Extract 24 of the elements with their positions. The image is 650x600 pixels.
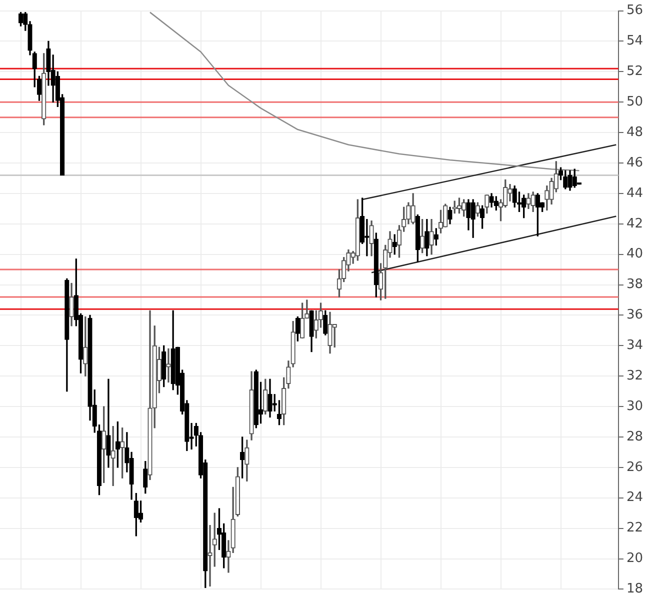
y-tick-label: 54 — [626, 34, 644, 49]
y-tick-label: 52 — [626, 64, 644, 80]
y-tick-label: 38 — [626, 277, 644, 292]
y-tick-label: 18 — [626, 582, 644, 597]
y-tick-label: 30 — [626, 398, 644, 414]
y-tick-label: 24 — [626, 490, 644, 506]
y-tick-label: 40 — [626, 246, 644, 262]
y-tick-label: 48 — [626, 124, 644, 140]
y-tick-label: 34 — [626, 338, 644, 354]
y-tick-label: 36 — [626, 308, 644, 323]
candlestick — [166, 348, 171, 383]
candlestick — [106, 378, 111, 468]
y-tick-label: 20 — [626, 551, 644, 566]
candlestick — [208, 524, 212, 586]
candlestick — [110, 426, 116, 486]
y-tick-label: 32 — [626, 368, 644, 384]
y-tick-label: 46 — [626, 155, 644, 170]
y-tick-label: 26 — [626, 460, 644, 475]
y-tick-label: 28 — [626, 429, 644, 444]
y-tick-label: 56 — [626, 3, 644, 18]
y-tick-label: 44 — [626, 186, 644, 201]
y-tick-label: 42 — [626, 216, 644, 232]
y-tick-label: 50 — [626, 94, 644, 110]
y-tick-label: 22 — [626, 520, 644, 536]
